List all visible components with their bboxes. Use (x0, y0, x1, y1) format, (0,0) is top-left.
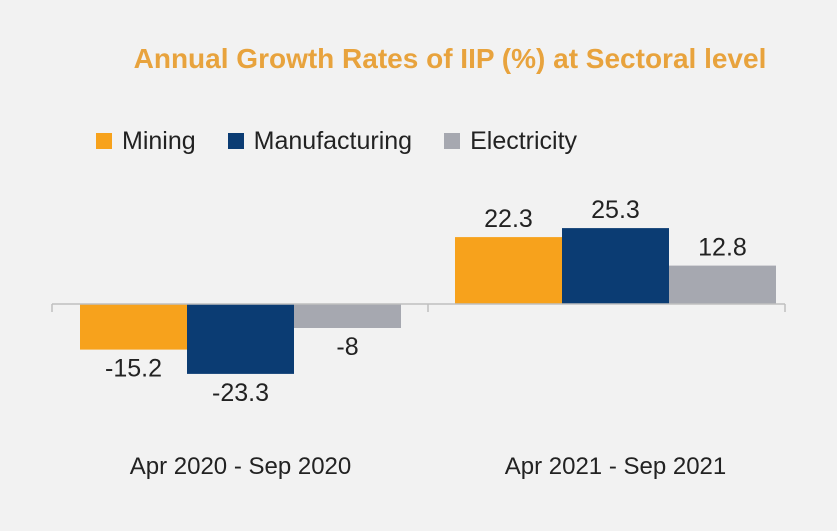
bar-mining-apr-2021-sep-2021 (455, 237, 562, 304)
chart-title: Annual Growth Rates of IIP (%) at Sector… (133, 43, 767, 74)
category-labels-group: Apr 2020 - Sep 2020 Apr 2021 - Sep 2021 (130, 453, 727, 480)
chart-legend: Mining Manufacturing Electricity (96, 124, 609, 158)
bar-mining-apr-2020-sep-2020 (80, 304, 187, 350)
legend-swatch-manufacturing (227, 133, 244, 149)
data-label-mining-apr-2021-sep-2021: 22.3 (484, 205, 533, 233)
data-label-electricity-apr-2021-sep-2021: 12.8 (698, 234, 747, 262)
legend-item-manufacturing: Manufacturing (227, 126, 413, 156)
legend-item-electricity: Electricity (444, 127, 577, 156)
data-label-manufacturing-apr-2021-sep-2021: 25.3 (591, 196, 640, 224)
legend-swatch-electricity (444, 133, 461, 149)
category-label-apr-2020-sep-2020: Apr 2020 - Sep 2020 (130, 453, 352, 480)
legend-item-mining: Mining (96, 127, 196, 156)
bar-manufacturing-apr-2020-sep-2020 (187, 304, 294, 374)
axis-group (51, 303, 786, 312)
bar-electricity-apr-2021-sep-2021 (669, 265, 776, 304)
category-label-apr-2021-sep-2021: Apr 2021 - Sep 2021 (505, 453, 727, 480)
data-label-electricity-apr-2020-sep-2020: -8 (336, 333, 358, 361)
bars-group (80, 228, 776, 374)
bar-manufacturing-apr-2021-sep-2021 (562, 228, 669, 304)
data-labels-group: -15.2 -23.3 -8 22.3 25.3 12.8 (105, 196, 747, 407)
bar-electricity-apr-2020-sep-2020 (294, 304, 401, 328)
legend-label-electricity: Electricity (470, 126, 578, 155)
data-label-manufacturing-apr-2020-sep-2020: -23.3 (212, 379, 269, 407)
data-label-mining-apr-2020-sep-2020: -15.2 (105, 355, 162, 383)
legend-label-mining: Mining (122, 126, 196, 155)
legend-swatch-mining (96, 133, 112, 149)
legend-label-manufacturing: Manufacturing (253, 126, 413, 155)
